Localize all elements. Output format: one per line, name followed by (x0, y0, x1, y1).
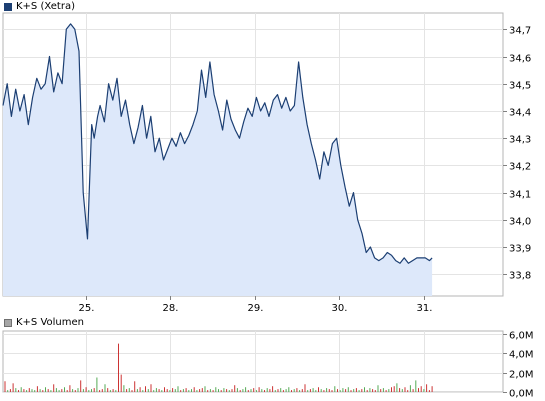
price-line (2, 23, 433, 264)
price-y-tick-label: 34,1 (509, 190, 531, 201)
price-y-tick-label: 33,9 (509, 244, 531, 255)
price-legend-label: K+S (Xetra) (16, 1, 75, 12)
volume-legend-swatch (4, 319, 12, 327)
x-tick-label: 28. (163, 303, 179, 314)
volume-legend: K+S Volumen (4, 317, 84, 329)
x-tick-label: 29. (248, 303, 264, 314)
volume-y-tick-label: 6,0M (509, 331, 534, 342)
x-tick-label: 25. (79, 303, 95, 314)
price-legend: K+S (Xetra) (4, 1, 75, 13)
price-y-tick-label: 34,2 (509, 162, 531, 173)
volume-y-tick-label: 2,0M (509, 370, 534, 381)
price-y-tick-label: 34,7 (509, 26, 531, 37)
volume-y-tick-label: 0,0M (509, 389, 534, 400)
price-y-tick-label: 34,5 (509, 81, 531, 92)
x-tick-label: 31. (417, 303, 433, 314)
price-y-tick-label: 34,0 (509, 217, 531, 228)
price-y-tick-label: 34,3 (509, 135, 531, 146)
volume-y-tick-label: 4,0M (509, 350, 534, 361)
price-y-tick-label: 34,4 (509, 108, 531, 119)
price-y-tick-label: 34,6 (509, 54, 531, 65)
volume-legend-label: K+S Volumen (16, 317, 84, 328)
volume-plot-frame (2, 330, 504, 393)
price-legend-swatch (4, 3, 12, 11)
x-tick-label: 30. (332, 303, 348, 314)
price-y-tick-label: 33,8 (509, 271, 531, 282)
